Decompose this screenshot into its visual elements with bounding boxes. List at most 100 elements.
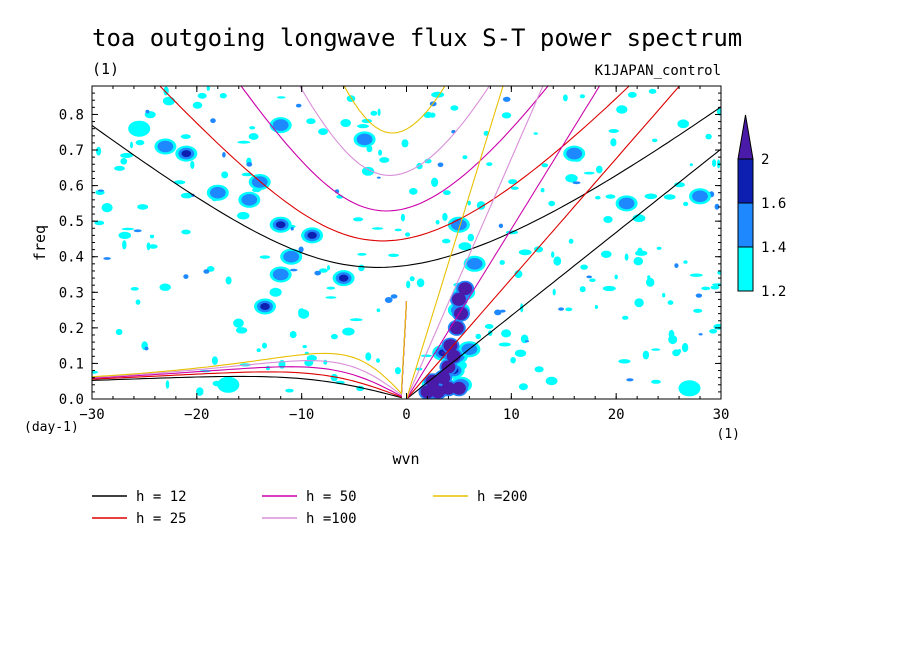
spectrum-speckle [206,86,210,91]
spectrum-speckle [667,300,674,305]
dispersion-curve [406,148,721,399]
spectrum-speckle [603,216,613,223]
spectrum-blob [692,190,708,203]
spectrum-speckle [409,188,418,195]
x-tick-label: −10 [289,407,314,423]
spectrum-speckle-mid [572,181,581,185]
y-tick-label: 0.1 [59,356,84,372]
spectrum-blob [209,186,226,199]
spectrum-blob [678,380,701,397]
spectrum-speckle-mid [144,346,149,351]
x-tick-label: 0 [402,407,410,423]
spectrum-speckle [366,145,373,153]
spectrum-speckle [644,193,658,200]
y-axis: 0.0 0.1 0.2 0.3 0.4 0.5 0.6 0.7 0.8 [59,92,721,408]
spectrum-speckle [501,112,512,119]
colorbar-segment [737,158,754,204]
spectrum-speckle-mid [183,274,189,279]
dispersion-curve [405,86,504,399]
spectrum-speckle [705,133,712,140]
spectrum-blob [157,140,174,153]
spectrum-speckle [499,260,505,265]
spectrum-speckle-mid [97,189,104,192]
spectrum-speckle [190,160,195,169]
spectrum-speckle [431,91,445,98]
spectrum-speckle [394,367,401,375]
spectrum-speckle [173,180,186,185]
dispersion-curve [92,301,408,398]
spectrum-speckle [534,366,544,373]
spectrum-speckle [318,128,328,136]
spectrum-speckle [211,356,218,365]
spectrum-speckle [450,105,459,111]
spectrum-speckle-mid [246,162,253,167]
spectrum-speckle [130,141,133,149]
spectrum-speckle [376,308,381,313]
spectrum-speckle [401,139,409,148]
spectrum-speckle [514,349,527,357]
y-tick-label: 0.8 [59,107,84,123]
spectrum-blob [466,258,483,270]
spectrum-speckle [196,387,204,396]
spectrum-blob [441,351,446,355]
spectrum-speckle-mid [290,268,298,272]
spectrum-speckle [614,274,618,280]
spectrum-speckle [683,201,689,207]
kelvin-band-core [441,360,456,374]
y-axis-label: freq [31,225,49,261]
dispersion-curve [92,301,408,397]
spectrum-speckle [622,315,629,320]
spectrum-speckle [651,379,661,384]
spectrum-speckle-mid [494,309,502,316]
spectrum-speckle [565,174,578,183]
colorbar-label: 1.2 [761,284,786,300]
legend-label: h =100 [306,511,357,527]
spectrum-speckle [121,227,135,231]
spectrum-speckle [237,140,251,144]
spectrum-speckle [181,229,191,235]
spectrum-speckle [713,323,721,330]
spectrum-speckle [467,200,472,206]
x-tick-label: 30 [713,407,730,423]
spectrum-speckle [357,253,367,256]
spectrum-speckle [248,133,259,140]
spectrum-speckle [533,132,538,135]
spectrum-speckle [540,188,545,193]
spectrum-speckle [545,376,558,386]
spectrum-speckle-mid [384,297,393,303]
spectrum-speckle [565,307,573,312]
dispersion-curve [92,301,408,398]
colorbar: 1.2 1.4 1.6 2 [737,114,786,300]
spectrum-speckle [498,342,511,347]
spectrum-blob [356,133,373,146]
spectrum-speckle [306,355,317,362]
spectrum-speckle [259,255,271,259]
spectrum-speckle [162,96,175,106]
spectrum-speckle [662,292,666,298]
spectrum-speckle [501,329,512,338]
spectrum-speckle [241,172,253,177]
dispersion-curves [92,86,721,399]
spectrum-speckle [406,280,411,289]
spectrum-speckle [192,101,203,109]
spectrum-speckle-mid [210,118,216,124]
y-tick-label: 0.5 [59,214,84,230]
dispersion-curve [405,86,544,399]
x-tick-label: −30 [79,407,104,423]
spectrum-speckle [148,244,158,249]
x-axis: −30 −20 −10 0 10 20 30 [79,86,729,423]
spectrum-speckle-mid [524,340,530,343]
spectrum-speckle [710,285,720,290]
spectrum-speckle [518,249,532,256]
spectrum-speckle [458,242,472,251]
spectrum-speckle-mid [498,223,504,228]
kelvin-band-core [436,371,451,385]
spectrum-speckle [377,108,381,117]
spectrum-speckle [379,157,390,163]
spectrum-speckle [277,96,286,99]
spectrum-speckle-mid [145,109,150,114]
spectrum-speckle [358,264,365,272]
spectrum-speckle [94,220,105,226]
spectrum-speckle [120,153,133,158]
spectrum-blob [128,120,151,137]
